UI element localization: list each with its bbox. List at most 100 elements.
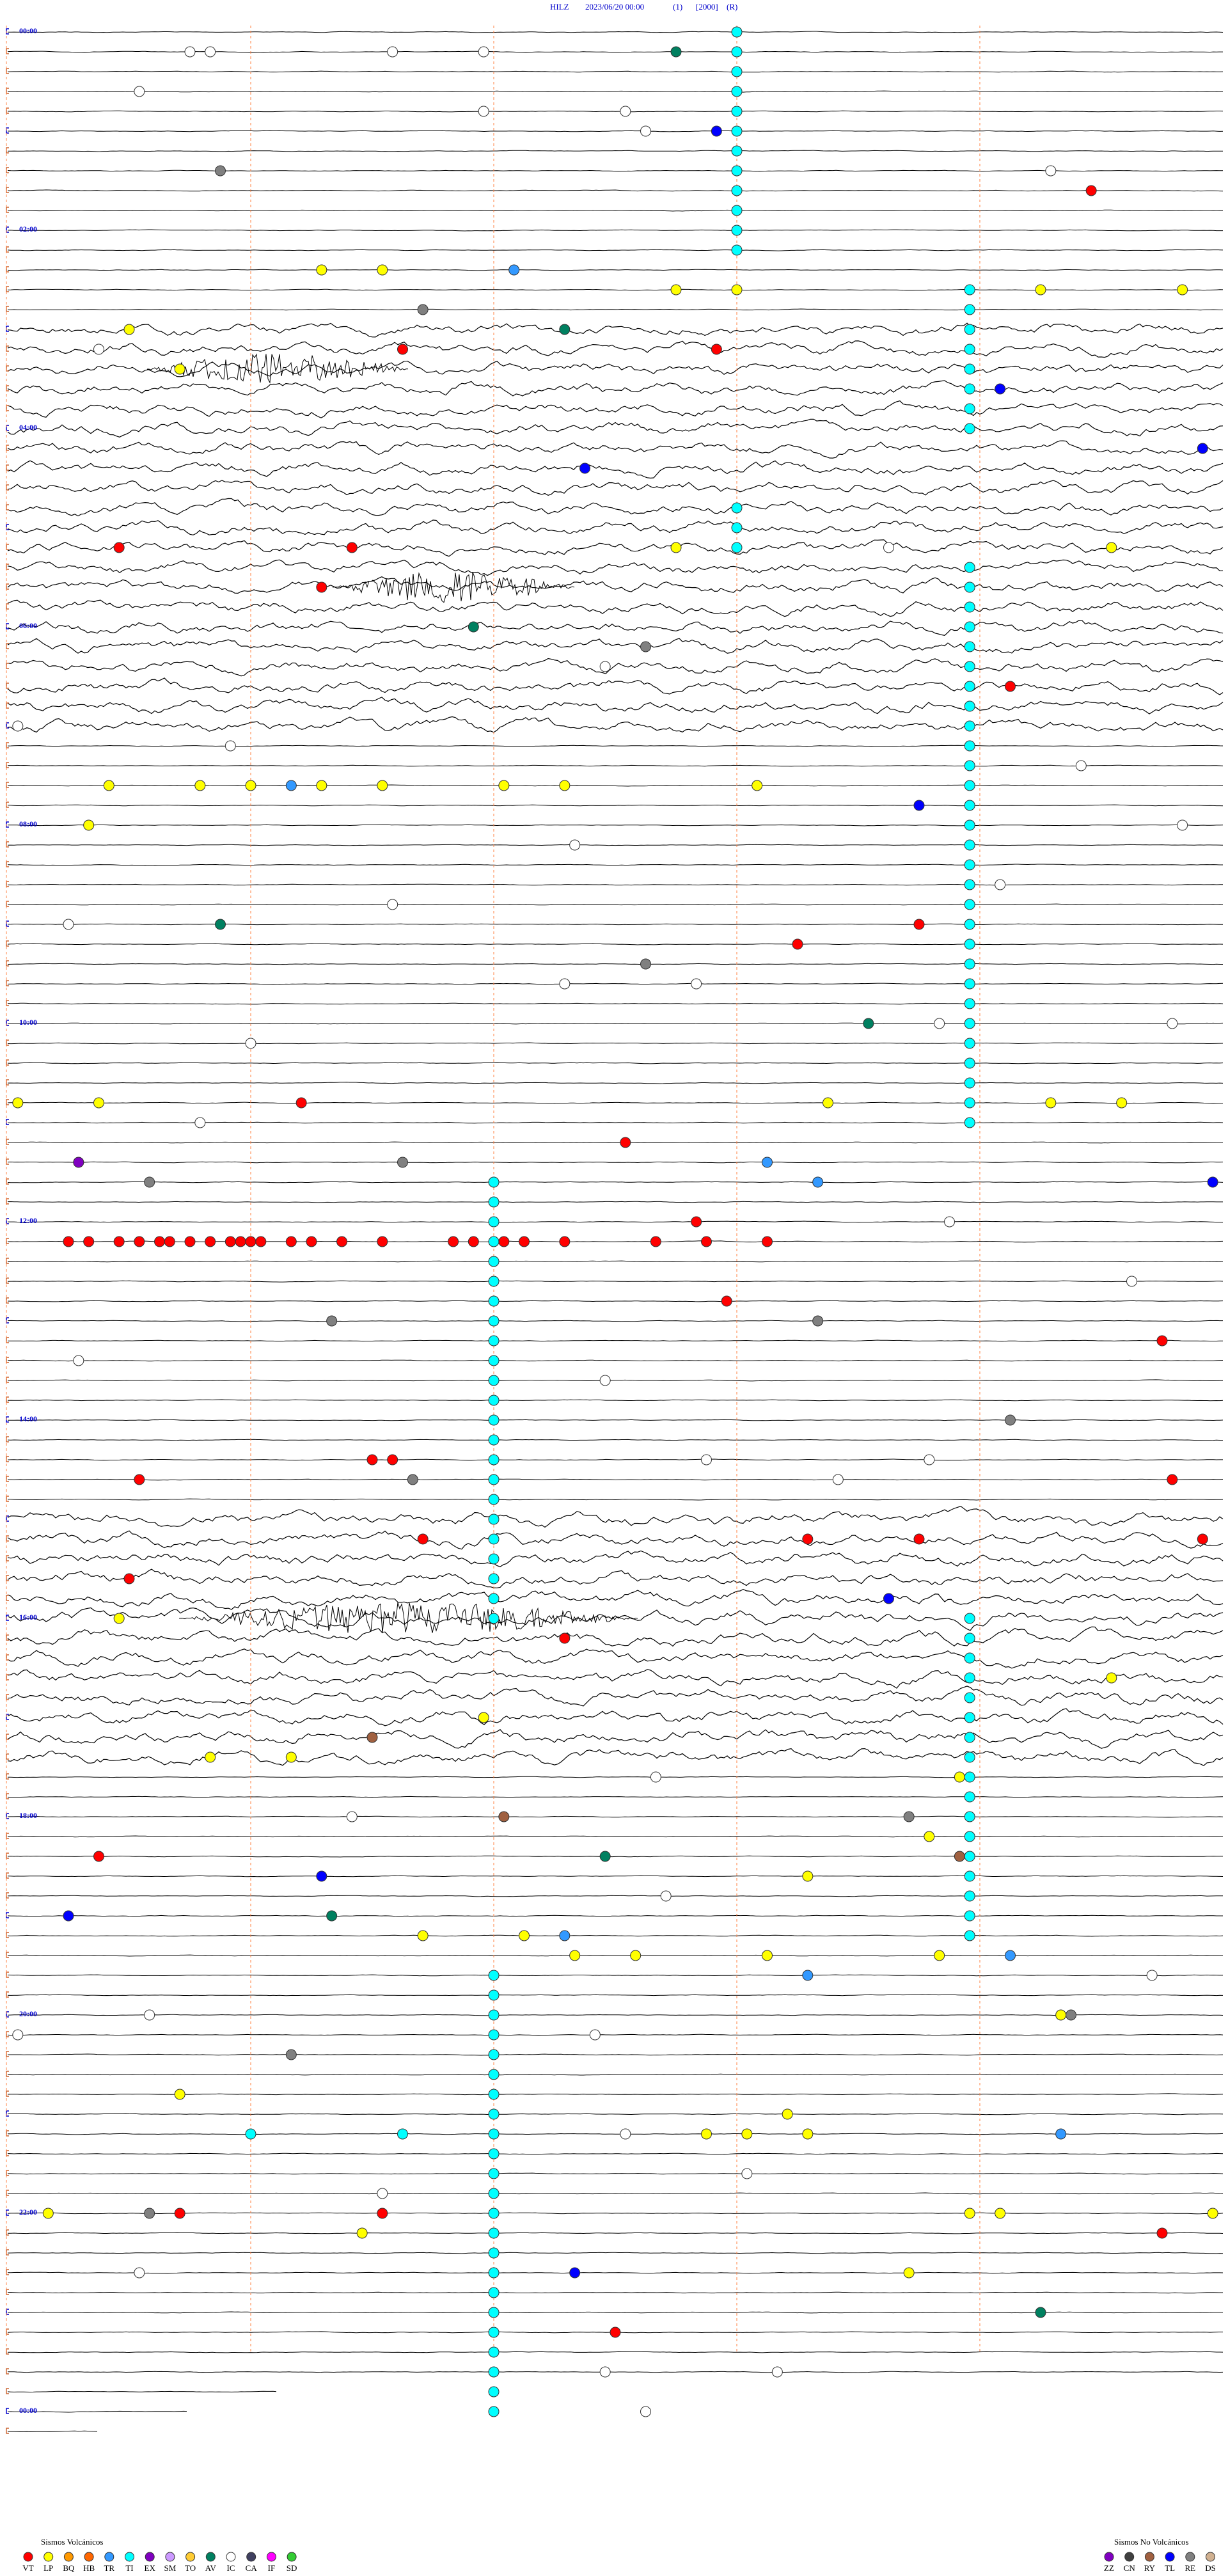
row-marker (6, 921, 9, 927)
event-marker (488, 2327, 500, 2338)
event-marker (387, 46, 398, 58)
trace (7, 1835, 1224, 1838)
event-marker (964, 1057, 975, 1069)
time-label: 04:00 (19, 423, 37, 432)
event-marker (640, 2406, 651, 2417)
trace (7, 1300, 1224, 1302)
event-marker (488, 2247, 500, 2259)
trace (7, 1181, 1224, 1183)
event-marker (377, 2208, 388, 2219)
event-marker (1035, 2307, 1046, 2318)
row-marker (6, 147, 9, 154)
event-marker (144, 1176, 155, 1188)
event-marker (964, 839, 975, 851)
row-marker (6, 762, 9, 768)
event-marker (377, 780, 388, 791)
legend-code: ZZ (1104, 2563, 1114, 2573)
event-marker (478, 106, 489, 117)
event-marker (83, 819, 95, 831)
row-marker (6, 2249, 9, 2256)
row-marker (6, 107, 9, 114)
event-marker (346, 1811, 358, 1822)
event-marker (731, 502, 743, 514)
row-marker (6, 1377, 9, 1383)
event-marker (731, 26, 743, 38)
legend-marker (104, 2552, 114, 2562)
event-marker (964, 1672, 975, 1684)
row-marker (6, 2209, 9, 2216)
event-marker (1207, 1176, 1218, 1188)
row-marker (6, 405, 9, 411)
event-marker (488, 1434, 500, 1446)
event-marker (417, 1533, 429, 1545)
row-marker (6, 901, 9, 907)
event-marker (599, 1375, 611, 1386)
event-marker (964, 1910, 975, 1922)
event-marker (488, 1613, 500, 1624)
trace (7, 360, 1224, 377)
row-marker (6, 1476, 9, 1482)
event-marker (326, 1315, 338, 1327)
event-marker (812, 1315, 824, 1327)
event-marker (488, 2069, 500, 2080)
event-marker (488, 2049, 500, 2060)
event-marker (964, 1632, 975, 1644)
event-marker (964, 1831, 975, 1842)
event-marker (964, 958, 975, 970)
event-marker (964, 740, 975, 752)
row-marker (6, 960, 9, 967)
event-marker (1197, 1533, 1208, 1545)
time-label: 06:00 (19, 621, 37, 630)
event-marker (123, 1573, 135, 1584)
trace (7, 1934, 1224, 1937)
event-marker (711, 125, 722, 137)
trace (7, 1974, 1223, 1977)
event-marker (377, 2188, 388, 2199)
event-marker (113, 542, 125, 553)
trace (7, 1669, 1224, 1689)
event-marker (620, 2128, 631, 2140)
event-marker (316, 1870, 327, 1882)
event-marker (934, 1950, 945, 1961)
event-marker (306, 1236, 317, 1247)
trace (7, 2053, 1224, 2056)
event-marker (771, 2366, 783, 2378)
legend-marker (287, 2552, 297, 2562)
event-marker (964, 800, 975, 811)
event-marker (670, 542, 682, 553)
trace (7, 1439, 1224, 1441)
event-marker (488, 2128, 500, 2140)
row-marker (6, 583, 9, 590)
event-marker (377, 264, 388, 276)
event-marker (964, 998, 975, 1009)
row-marker (6, 2269, 9, 2275)
trace (7, 189, 1224, 192)
trace (7, 559, 1224, 576)
legend-code: AV (205, 2563, 217, 2573)
row-marker (6, 345, 9, 352)
trace (7, 1359, 1224, 1362)
trace (7, 1729, 1224, 1749)
legend-code: CN (1124, 2563, 1136, 2573)
event-marker (731, 225, 743, 236)
legend-code: RE (1185, 2563, 1195, 2573)
trace (7, 1815, 1224, 1818)
event-marker (285, 2049, 297, 2060)
event-marker (93, 1851, 104, 1862)
event-marker (944, 1216, 955, 1228)
row-marker (6, 722, 9, 729)
trace (7, 249, 1224, 251)
burst (147, 353, 408, 384)
legend-code: DS (1205, 2563, 1216, 2573)
event-marker (1177, 284, 1188, 296)
time-label: 02:00 (19, 225, 37, 233)
legend-title: Sismos Volcánicos (41, 2537, 103, 2547)
legend-code: HB (83, 2563, 95, 2573)
event-marker (215, 919, 226, 930)
event-marker (964, 760, 975, 771)
trace (7, 2410, 187, 2413)
row-marker (6, 980, 9, 986)
event-marker (913, 1533, 925, 1545)
event-marker (488, 2108, 500, 2120)
event-marker (964, 344, 975, 355)
